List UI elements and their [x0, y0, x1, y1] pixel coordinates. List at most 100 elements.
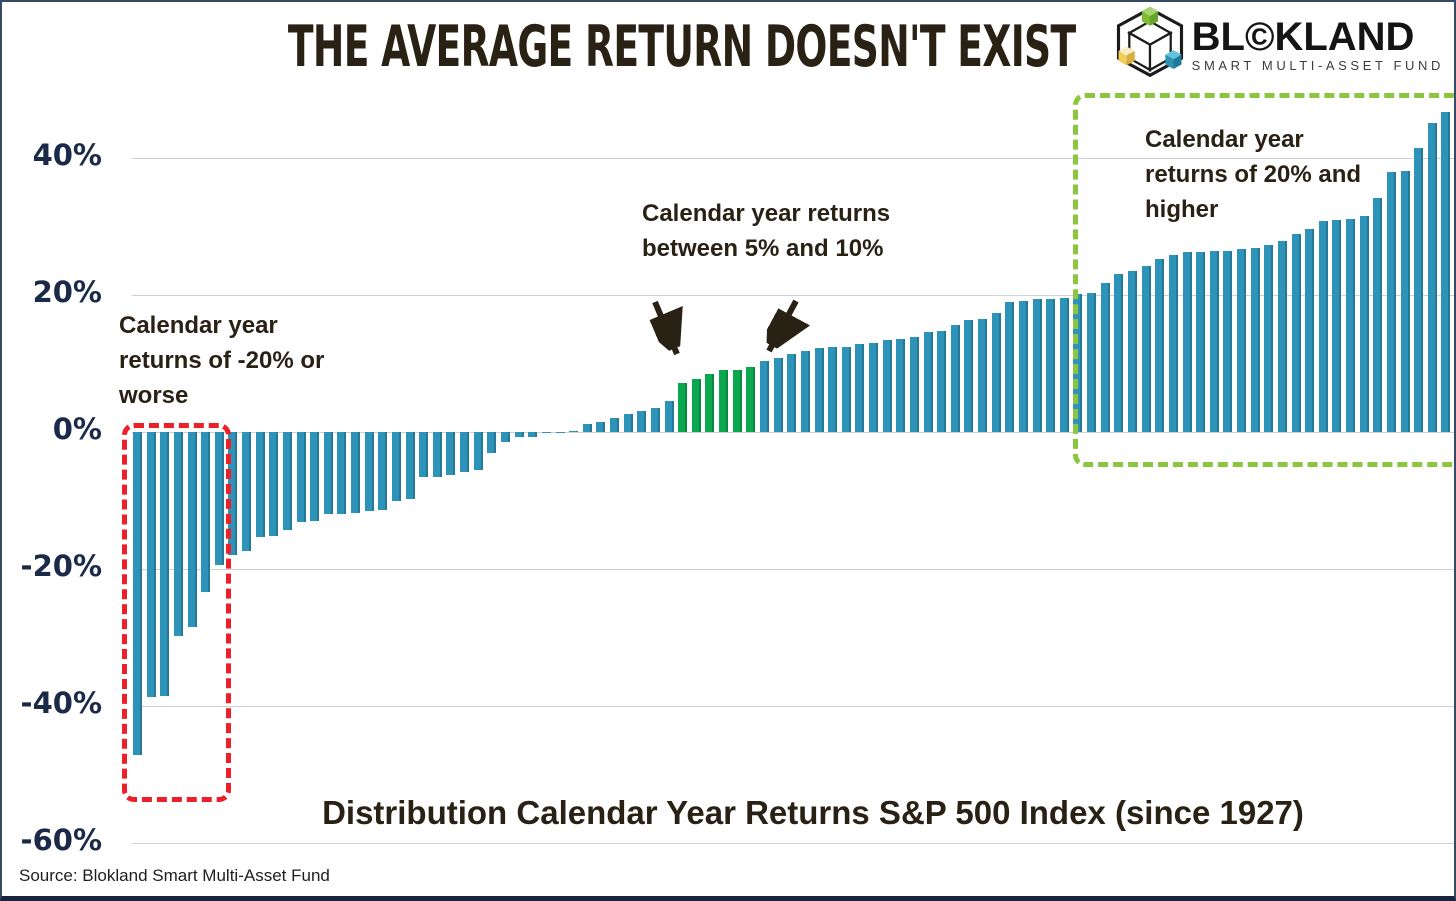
bar [855, 344, 865, 432]
bar [337, 432, 347, 514]
y-axis-tick-label: 20% [32, 274, 102, 309]
annotation-best-returns: Calendar year returns of 20% and higher [1145, 126, 1362, 223]
bar [555, 431, 565, 432]
bar [528, 432, 538, 437]
bar [1373, 198, 1383, 432]
arrow-right-icon [769, 299, 796, 351]
gridline [132, 569, 1454, 571]
gridline [132, 843, 1454, 845]
bar [1223, 250, 1233, 432]
bar [746, 366, 756, 432]
bar [391, 432, 401, 502]
bar [896, 338, 906, 432]
bar [1277, 240, 1287, 432]
bar [1073, 294, 1083, 432]
bar [1018, 301, 1028, 432]
bar [146, 432, 156, 697]
arrow-left-icon [655, 300, 677, 356]
source-note: Source: Blokland Smart Multi-Asset Fund [19, 866, 330, 885]
bar [623, 414, 633, 432]
bar [964, 320, 974, 432]
bar [242, 432, 252, 552]
gridline [132, 294, 1454, 296]
bar [1114, 273, 1124, 432]
bar [732, 369, 742, 432]
bar [160, 432, 170, 696]
bar [378, 432, 388, 511]
bar [173, 432, 183, 636]
annotation-mid-returns: Calendar year returns between 5% and 10% [642, 200, 891, 262]
bar [1059, 298, 1069, 432]
bar [596, 422, 606, 432]
y-axis-tick-label: 0% [52, 412, 102, 446]
bar [978, 318, 988, 432]
bar [133, 432, 142, 755]
bar [705, 373, 715, 432]
bar [937, 330, 947, 432]
bar [664, 401, 674, 432]
bar [1046, 298, 1056, 432]
brand-name: BL©KLAND [1191, 15, 1415, 59]
bar [1196, 251, 1206, 432]
y-axis-tick-label: -40% [20, 686, 102, 721]
bar [432, 432, 442, 478]
bar [1155, 259, 1165, 432]
bar [1441, 112, 1451, 432]
bar [1264, 244, 1274, 432]
bar [1127, 270, 1137, 432]
bar [1005, 302, 1015, 432]
bar [1237, 248, 1247, 432]
chart-title: Distribution Calendar Year Returns S&P 5… [322, 794, 1304, 831]
bar [800, 351, 810, 432]
bar [719, 370, 729, 432]
bar [310, 432, 320, 522]
bar [991, 313, 1001, 432]
bar [364, 432, 374, 511]
bar [460, 432, 470, 473]
gridline [132, 432, 1454, 433]
bar [569, 431, 579, 432]
y-axis-tick-label: 40% [32, 137, 102, 172]
bar [1346, 219, 1356, 432]
y-axis-tick-label: -20% [20, 549, 102, 584]
bar [1318, 221, 1328, 432]
bar [1305, 229, 1315, 432]
bar [541, 431, 551, 432]
bar [1209, 250, 1219, 432]
bar [1250, 247, 1260, 432]
bar [282, 432, 292, 531]
bar [1100, 282, 1110, 432]
bar [869, 342, 879, 432]
bar [228, 432, 238, 555]
bar [610, 418, 620, 432]
bar [1168, 255, 1178, 432]
bar [650, 408, 660, 432]
bar [787, 353, 797, 432]
bar [882, 340, 892, 432]
bar [637, 411, 647, 432]
bar [296, 432, 306, 522]
bar [269, 432, 279, 536]
bar [678, 383, 688, 432]
bar [419, 432, 429, 478]
bar [814, 347, 824, 432]
bar [1182, 251, 1192, 432]
bar [950, 325, 960, 432]
y-axis-tick-label: -60% [20, 823, 102, 858]
brand-tagline: SMART MULTI-ASSET FUND [1191, 58, 1444, 73]
annotation-worst-returns: Calendar year returns of -20% or worse [119, 312, 325, 409]
bar [446, 432, 456, 475]
bar [323, 432, 333, 514]
bar [487, 432, 497, 453]
bar [1359, 216, 1369, 432]
bar [351, 432, 361, 513]
gridline [132, 706, 1454, 708]
bar [1032, 298, 1042, 432]
bar [1400, 170, 1410, 432]
bar [691, 379, 701, 432]
bar [214, 432, 224, 566]
bar [841, 346, 851, 432]
bar [1414, 148, 1424, 432]
bar [773, 357, 783, 432]
